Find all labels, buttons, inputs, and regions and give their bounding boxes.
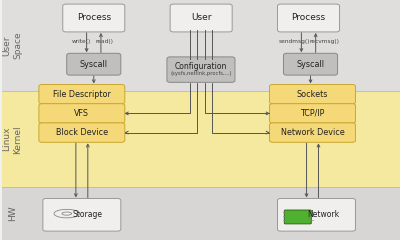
Text: Configuration: Configuration (175, 62, 227, 71)
FancyBboxPatch shape (278, 198, 356, 231)
FancyBboxPatch shape (270, 104, 356, 123)
Text: Block Device: Block Device (56, 128, 108, 137)
Text: sendmsg(): sendmsg() (279, 40, 310, 44)
Bar (2, 91, 400, 187)
FancyBboxPatch shape (284, 210, 311, 224)
Bar (2, 187, 400, 240)
Text: Process: Process (292, 13, 326, 23)
Text: Syscall: Syscall (296, 60, 324, 69)
FancyBboxPatch shape (270, 84, 356, 104)
Bar (2, 0, 400, 91)
Text: Network: Network (308, 210, 340, 219)
Text: File Descriptor: File Descriptor (53, 90, 111, 99)
FancyBboxPatch shape (270, 123, 356, 142)
FancyBboxPatch shape (170, 4, 232, 32)
FancyBboxPatch shape (63, 4, 125, 32)
Text: read(): read() (96, 40, 114, 44)
Text: Storage: Storage (73, 210, 103, 219)
FancyBboxPatch shape (39, 104, 125, 123)
Text: Linux
Kernel: Linux Kernel (2, 125, 22, 154)
Text: Network Device: Network Device (281, 128, 344, 137)
Text: TCP/IP: TCP/IP (300, 109, 325, 118)
FancyBboxPatch shape (284, 53, 338, 75)
Text: Syscall: Syscall (80, 60, 108, 69)
Text: User: User (191, 13, 211, 23)
FancyBboxPatch shape (39, 123, 125, 142)
Text: write(): write() (72, 40, 92, 44)
Text: Process: Process (77, 13, 111, 23)
FancyBboxPatch shape (167, 57, 235, 82)
FancyBboxPatch shape (39, 84, 125, 104)
FancyBboxPatch shape (67, 53, 121, 75)
Text: HW: HW (8, 206, 17, 222)
Text: VFS: VFS (74, 109, 89, 118)
Text: User
Space: User Space (2, 32, 22, 60)
Text: (sysfs,netlink,procfs,...): (sysfs,netlink,procfs,...) (170, 71, 232, 76)
Text: Sockets: Sockets (297, 90, 328, 99)
Text: recvmsg(): recvmsg() (310, 40, 340, 44)
FancyBboxPatch shape (43, 198, 121, 231)
FancyBboxPatch shape (278, 4, 340, 32)
